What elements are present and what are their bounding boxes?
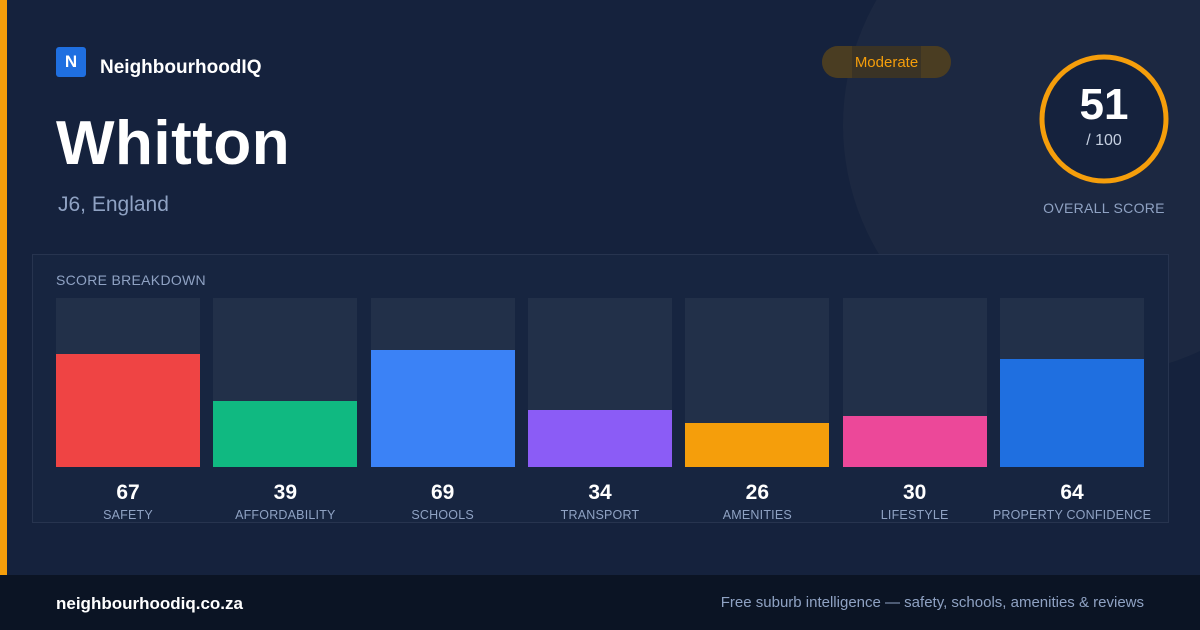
bar-track bbox=[528, 298, 672, 467]
suburb-location: J6, England bbox=[58, 193, 169, 216]
bar-track bbox=[56, 298, 200, 467]
footer-tagline: Free suburb intelligence — safety, schoo… bbox=[720, 594, 1144, 611]
score-bar-amenities: 26 AMENITIES bbox=[685, 298, 830, 523]
overall-score-max: / 100 bbox=[1086, 132, 1122, 149]
rating-badge-label: Moderate bbox=[854, 53, 919, 71]
overall-score-caption: OVERALL SCORE bbox=[1043, 200, 1165, 216]
bar-label: TRANSPORT bbox=[560, 508, 640, 522]
score-bar-affordability: 39 AFFORDABILITY bbox=[213, 298, 358, 523]
bar-label: AMENITIES bbox=[722, 508, 792, 522]
footer-url: neighbourhoodiq.co.za bbox=[56, 594, 243, 613]
rating-badge: Moderate bbox=[822, 46, 951, 78]
bar-label: SCHOOLS bbox=[411, 508, 474, 522]
bar-fill bbox=[56, 354, 200, 467]
brand-name: NeighbourhoodIQ bbox=[100, 57, 262, 78]
bar-fill bbox=[842, 416, 987, 467]
score-breakdown-panel: SCORE BREAKDOWN 67 SAFETY 39 AFFORDABILITY 6… bbox=[32, 254, 1169, 523]
bar-track bbox=[370, 298, 515, 467]
brand-logo-icon: N bbox=[56, 47, 86, 77]
score-bar-lifestyle: 30 LIFESTYLE bbox=[842, 298, 987, 523]
breakdown-bars: 67 SAFETY 39 AFFORDABILITY 69 SCHOOLS 34 TRANSP… bbox=[56, 298, 1151, 523]
bar-value: 69 bbox=[430, 481, 455, 504]
bar-value: 34 bbox=[588, 481, 612, 504]
overall-score-value: 51 bbox=[1079, 80, 1129, 129]
score-bar-schools: 69 SCHOOLS bbox=[370, 298, 515, 523]
bar-fill bbox=[1000, 359, 1144, 467]
bar-value: 26 bbox=[745, 481, 769, 504]
bar-label: LIFESTYLE bbox=[880, 508, 949, 522]
brand: N NeighbourhoodIQ bbox=[56, 46, 261, 78]
bar-fill bbox=[685, 423, 830, 467]
suburb-title: Whitton bbox=[56, 109, 291, 178]
bar-value: 30 bbox=[902, 481, 927, 504]
bar-track bbox=[842, 298, 987, 467]
footer: neighbourhoodiq.co.za Free suburb intell… bbox=[0, 575, 1200, 630]
overall-score-ring: 51 / 100 bbox=[1035, 50, 1173, 188]
score-ring-graphic bbox=[1039, 54, 1169, 184]
bar-value: 39 bbox=[273, 481, 297, 504]
bar-track bbox=[213, 298, 358, 467]
bar-label: AFFORDABILITY bbox=[235, 508, 336, 522]
bar-track bbox=[685, 298, 830, 467]
score-bar-transport: 34 TRANSPORT bbox=[528, 298, 672, 523]
share-card: N NeighbourhoodIQ Whitton J6, England Mo… bbox=[0, 0, 1173, 575]
bar-fill bbox=[528, 410, 672, 467]
bar-fill bbox=[370, 350, 515, 467]
bar-track bbox=[1000, 298, 1144, 467]
bar-label: PROPERTY CONFIDENCE bbox=[992, 508, 1152, 522]
breakdown-title: SCORE BREAKDOWN bbox=[56, 272, 206, 288]
bar-value: 64 bbox=[1060, 481, 1084, 504]
score-bar-property-confidence: 64 PROPERTY CONFIDENCE bbox=[993, 298, 1151, 523]
score-bar-safety: 67 SAFETY bbox=[56, 298, 200, 523]
bar-fill bbox=[213, 401, 358, 467]
accent-bar bbox=[0, 0, 7, 575]
bar-value: 67 bbox=[116, 481, 140, 504]
bar-label: SAFETY bbox=[103, 508, 153, 522]
